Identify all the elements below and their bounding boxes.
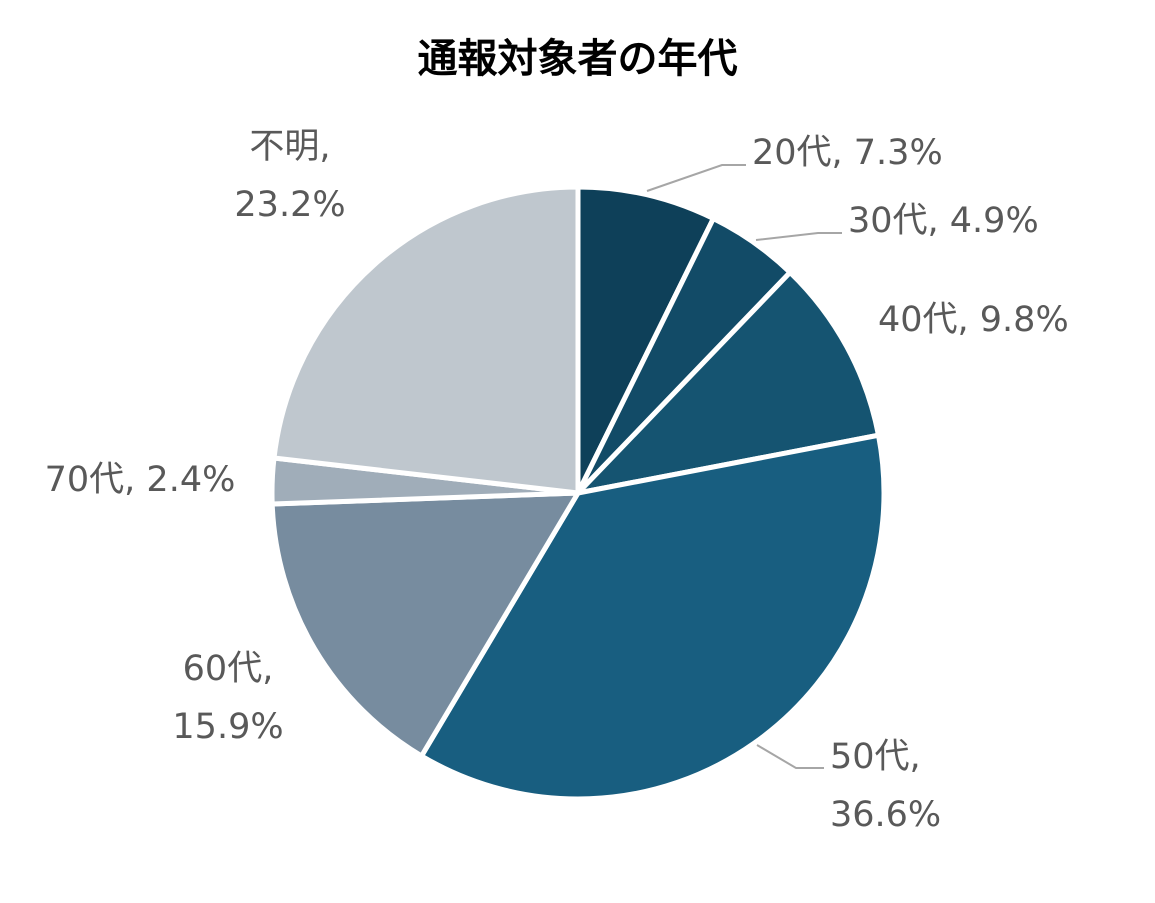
data-label-1: 20代, 7.3% bbox=[752, 133, 943, 173]
data-label-2: 30代, 4.9% bbox=[848, 201, 1039, 241]
chart-title: 通報対象者の年代 bbox=[417, 36, 738, 82]
data-label-6: 70代, 2.4% bbox=[45, 460, 236, 500]
data-label-3: 40代, 9.8% bbox=[878, 300, 1069, 340]
pie-slice-5 bbox=[269, 490, 581, 759]
pie-slice-3 bbox=[575, 269, 881, 496]
pie-slice-1 bbox=[575, 184, 716, 496]
leader-line-1 bbox=[646, 164, 746, 192]
data-labels: 20代, 7.3% 30代, 4.9% 40代, 9.8% 50代, 36.6% 60代,… bbox=[45, 127, 1069, 835]
data-label-7: 不明, 23.2% bbox=[234, 127, 345, 225]
leader-line-4 bbox=[756, 744, 824, 769]
leader-line-2 bbox=[755, 232, 842, 241]
pie-slice-7 bbox=[271, 184, 581, 496]
leader-lines bbox=[646, 164, 842, 769]
data-label-4: 50代, 36.6% bbox=[830, 737, 941, 835]
data-label-5: 60代, 15.9% bbox=[172, 649, 283, 747]
pie-slices bbox=[269, 184, 887, 802]
pie-slice-4 bbox=[419, 432, 887, 802]
